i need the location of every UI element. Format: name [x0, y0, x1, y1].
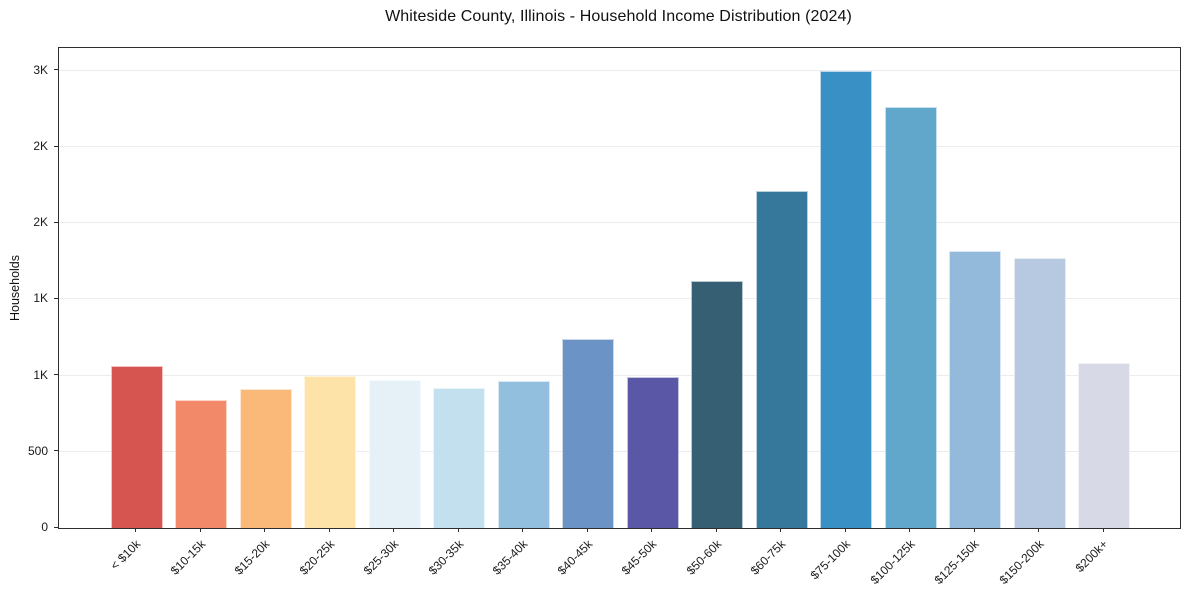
x-tick-label: $150-200k: [996, 537, 1047, 588]
y-tick-label: 0: [41, 520, 48, 534]
x-tick-label: $45-50k: [618, 537, 660, 578]
x-tick-mark: [199, 528, 201, 532]
x-tick-label: $200k+: [1072, 537, 1111, 575]
x-tick-mark: [135, 528, 136, 532]
y-tick-label: 2K: [33, 215, 48, 230]
x-tick-label: $15-20k: [231, 537, 273, 578]
bar: [433, 387, 485, 528]
x-tick-label: $35-40k: [489, 537, 531, 578]
y-tick-mark: [54, 374, 58, 376]
y-tick-label: 3K: [33, 62, 48, 77]
bar: [562, 339, 614, 528]
gridline: [59, 450, 1180, 452]
x-tick-label: $10-15k: [167, 537, 208, 578]
bar: [755, 191, 808, 528]
plot-area: [58, 47, 1181, 529]
x-tick-mark: [264, 528, 265, 532]
x-tick-mark: [393, 528, 394, 532]
x-tick-label: $25-30k: [360, 537, 402, 578]
gridline: [59, 69, 1180, 71]
bar: [691, 281, 743, 528]
bar: [497, 380, 550, 528]
x-tick-label: $75-100k: [807, 537, 853, 583]
x-tick-label: $20-25k: [296, 537, 337, 578]
bar: [1078, 363, 1130, 528]
y-tick-label: 1K: [33, 367, 48, 382]
x-tick-mark: [457, 528, 459, 532]
x-tick-label: $60-75k: [747, 537, 789, 578]
gridline: [59, 146, 1180, 148]
x-tick-mark: [973, 528, 975, 532]
x-tick-label: $50-60k: [683, 537, 724, 578]
bar: [304, 375, 356, 528]
bar: [1013, 258, 1066, 528]
y-tick-label: 500: [27, 443, 48, 458]
x-tick-mark: [651, 528, 652, 532]
x-tick-label: < $10k: [107, 537, 144, 573]
y-tick-mark: [54, 145, 58, 147]
y-tick-mark: [54, 297, 58, 299]
bar: [949, 250, 1001, 528]
y-tick-mark: [54, 221, 58, 223]
x-tick-mark: [909, 528, 910, 532]
x-tick-mark: [522, 528, 523, 532]
x-tick-mark: [328, 528, 330, 532]
bar: [820, 70, 872, 528]
x-tick-mark: [1038, 528, 1039, 532]
x-tick-mark: [1102, 528, 1104, 532]
y-tick-mark: [54, 69, 58, 71]
gridline: [59, 222, 1180, 224]
x-tick-mark: [844, 528, 846, 532]
x-tick-label: $100-125k: [867, 537, 918, 588]
y-tick-label: 1K: [33, 291, 48, 306]
y-tick-label: 2K: [33, 139, 48, 154]
x-tick-label: $40-45k: [554, 537, 595, 578]
bar: [626, 377, 679, 528]
bar: [884, 106, 937, 528]
y-tick-mark: [54, 450, 58, 452]
bar: [110, 366, 163, 528]
chart-title: Whiteside County, Illinois - Household I…: [385, 8, 852, 25]
y-tick-mark: [54, 526, 58, 528]
x-tick-label: $125-150k: [931, 537, 982, 588]
x-tick-mark: [715, 528, 717, 532]
gridline: [59, 298, 1180, 300]
bar: [368, 380, 421, 528]
bar: [239, 389, 292, 528]
gridline: [59, 374, 1180, 376]
x-axis: < $10k $10-15k $15-20k $20-25k $25-30k $30-35…: [58, 528, 1179, 590]
x-tick-label: $30-35k: [425, 537, 466, 578]
x-tick-mark: [586, 528, 588, 532]
y-axis: 0 500 1K 1K 2K 2K 3K: [0, 47, 58, 534]
x-tick-mark: [780, 528, 781, 532]
bar: [175, 400, 227, 528]
